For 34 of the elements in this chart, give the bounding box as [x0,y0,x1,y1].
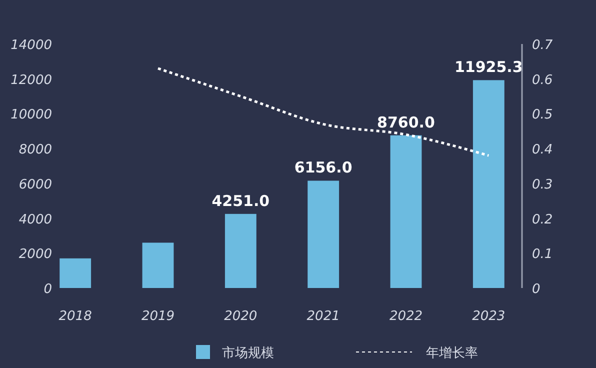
y2-tick-label: 0.5 [532,108,553,123]
y-tick-label: 14000 [10,38,52,53]
legend-label: 年增长率 [426,345,478,361]
data-label: 8760.0 [377,113,435,132]
bar [472,80,504,288]
y2-tick-label: 0.1 [532,247,553,262]
y-tick-label: 2000 [18,247,52,262]
y2-tick-label: 0.3 [532,177,553,192]
bar [142,242,174,288]
data-label: 11925.3 [454,58,523,76]
y2-tick-label: 0 [532,282,540,297]
legend-label: 市场规模 [222,346,274,361]
bar [308,180,340,288]
y-tick-label: 4000 [18,212,52,228]
y2-tick-label: 0.7 [532,38,554,53]
x-tick-label: 2023 [472,309,506,324]
data-label: 6156.0 [294,158,352,177]
y2-tick-label: 0.4 [532,142,553,158]
y-tick-label: 12000 [10,72,52,88]
x-tick-label: 2019 [141,309,175,324]
y-tick-label: 6000 [18,177,52,192]
x-tick-label: 2022 [389,309,423,324]
y2-tick-label: 0.6 [532,72,553,88]
y-tick-label: 0 [44,282,52,297]
y-tick-label: 8000 [18,142,52,158]
data-label: 4251.0 [212,192,270,210]
y2-tick-label: 0.2 [532,212,553,228]
bar [60,258,92,288]
x-tick-label: 2021 [306,309,340,324]
bar [390,135,422,288]
bar [224,214,256,288]
x-tick-label: 2020 [224,309,258,324]
y-tick-label: 10000 [10,108,52,123]
x-tick-label: 2018 [58,309,92,324]
